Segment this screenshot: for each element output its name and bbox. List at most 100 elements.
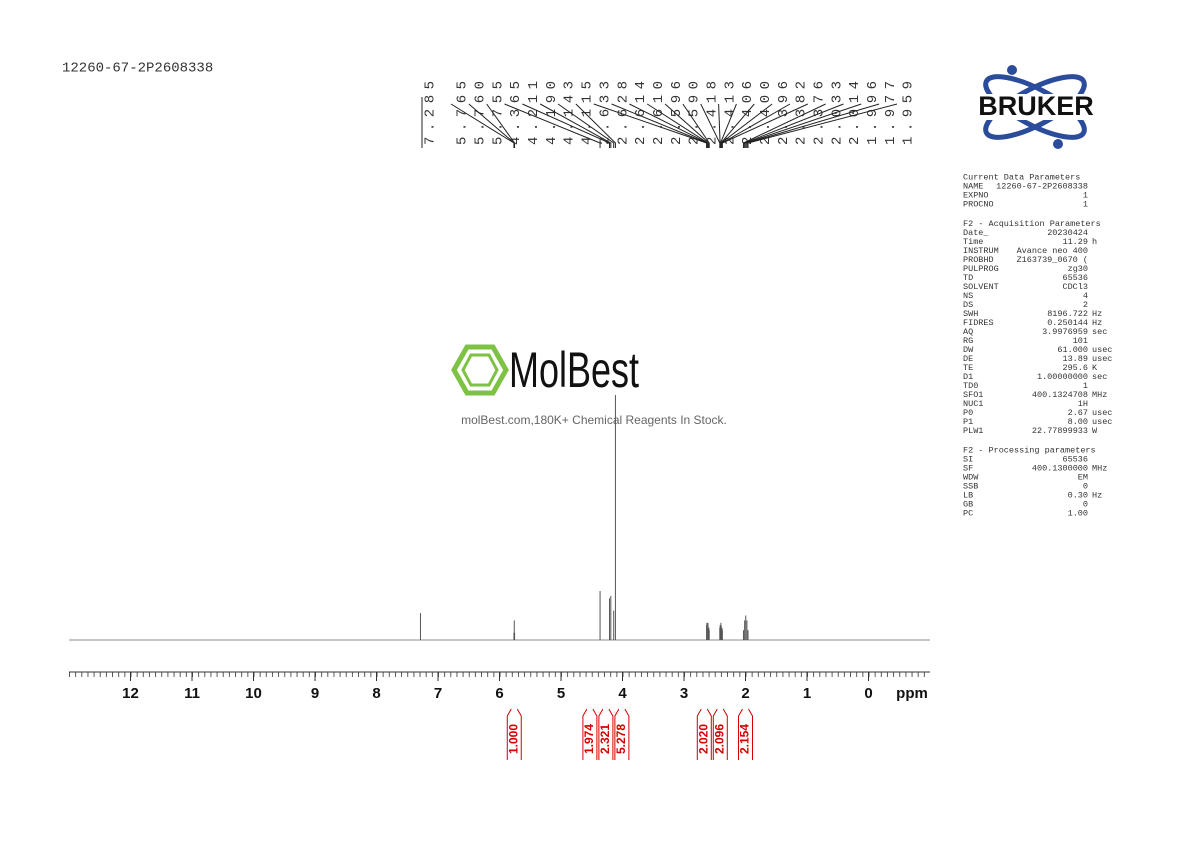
param-key: FIDRES (963, 318, 994, 328)
param-key: D1 (963, 372, 973, 382)
x-tick-label: 12 (122, 685, 139, 702)
param-value: 13.89 (1062, 354, 1088, 364)
param-key: Time (963, 237, 983, 247)
peak-label: 4.115 (580, 75, 596, 145)
peak-label: 2.033 (829, 75, 845, 145)
param-key: GB (963, 499, 973, 509)
param-key: TD0 (963, 381, 978, 391)
integral-label: 1.974 (582, 724, 596, 754)
param-unit: K (1092, 363, 1098, 373)
param-value: 1 (1083, 199, 1088, 209)
integral-bracket (696, 708, 712, 760)
param-value: zg30 (1068, 264, 1088, 274)
param-unit: Hz (1092, 309, 1102, 319)
param-key: TD (963, 273, 973, 283)
param-key: SI (963, 454, 973, 464)
param-value: 400.1300000 (1032, 463, 1088, 473)
param-value: 101 (1073, 336, 1088, 346)
param-value: 22.77899933 (1032, 426, 1088, 436)
peak-label: 2.418 (704, 75, 720, 145)
x-tick-label: 5 (557, 685, 565, 702)
peak-label: 7.285 (423, 75, 439, 145)
x-tick-label: 2 (741, 685, 749, 702)
param-value: Z163739_0670 ( (1017, 255, 1088, 265)
watermark-brand: MolBest (509, 344, 639, 399)
param-value: 0.30 (1068, 490, 1088, 500)
peak-leader (721, 103, 809, 148)
param-key: P1 (963, 417, 973, 427)
param-value: Avance neo 400 (1017, 246, 1088, 256)
param-key: LB (963, 490, 973, 500)
param-key: RG (963, 336, 973, 346)
x-tick-label: 11 (184, 685, 200, 702)
peak-label: 2.596 (669, 75, 685, 145)
param-key: SWH (963, 309, 978, 319)
param-value: 1H (1078, 399, 1088, 409)
param-value: 1 (1083, 190, 1088, 200)
integral-label: 2.020 (696, 724, 710, 754)
peak-label: 2.014 (847, 75, 863, 145)
x-axis-label: ppm (896, 685, 928, 702)
peak-label: 1.959 (901, 75, 917, 145)
param-key: NS (963, 291, 973, 301)
param-section-title: F2 - Acquisition Parameters (963, 219, 1101, 229)
param-key: WDW (963, 472, 979, 482)
param-unit: usec (1092, 354, 1112, 364)
peak-leader (720, 103, 773, 148)
param-unit: sec (1092, 327, 1107, 337)
x-tick-label: 10 (245, 685, 262, 702)
param-value: EM (1078, 472, 1088, 482)
param-unit: usec (1092, 408, 1112, 418)
param-value: 400.1324708 (1032, 390, 1088, 400)
integral-bracket (614, 708, 630, 760)
integral-bracket (582, 708, 598, 760)
param-unit: MHz (1092, 390, 1107, 400)
param-value: 4 (1083, 291, 1088, 301)
x-tick-label: 0 (864, 685, 872, 702)
peak-label: 5.765 (455, 75, 471, 145)
peak-label: 2.382 (794, 75, 810, 145)
param-key: PLW1 (963, 426, 983, 436)
peak-label: 4.365 (508, 75, 524, 145)
integral-label: 1.000 (506, 724, 520, 754)
param-value: 2 (1083, 300, 1088, 310)
param-unit: MHz (1092, 463, 1107, 473)
x-tick-label: 6 (495, 685, 503, 702)
param-value: 11.29 (1062, 237, 1088, 247)
peak-leader (682, 103, 710, 148)
x-tick-label: 4 (618, 685, 627, 702)
param-key: DE (963, 354, 973, 364)
param-value: 61.000 (1057, 345, 1088, 355)
param-unit: Hz (1092, 490, 1102, 500)
param-key: PULPROG (963, 264, 999, 274)
param-unit: h (1092, 237, 1097, 247)
x-tick-label: 9 (311, 685, 319, 702)
peak-label: 2.590 (687, 75, 703, 145)
logo: BRUKER (958, 65, 1114, 149)
param-value: 0.250144 (1047, 318, 1088, 328)
peak-leader (575, 103, 616, 148)
integral-bracket (712, 708, 728, 760)
peak-label: 2.628 (615, 75, 631, 145)
param-value: 1.00000000 (1037, 372, 1088, 382)
param-key: NAME (963, 181, 983, 191)
integral-label: 5.278 (614, 724, 628, 754)
integral-label: 2.154 (738, 724, 752, 754)
param-unit: usec (1092, 417, 1112, 427)
param-value: 1 (1083, 381, 1088, 391)
param-key: DW (963, 345, 974, 355)
peak-label: 2.633 (597, 75, 613, 145)
param-value: 8196.722 (1047, 309, 1088, 319)
x-tick-label: 7 (434, 685, 442, 702)
param-key: PROBHD (963, 255, 994, 265)
watermark: MolBest molBest.com,180K+ Chemical Reage… (451, 344, 727, 427)
peak-leader (747, 103, 898, 148)
peak-label: 2.396 (776, 75, 792, 145)
peak-label: 2.610 (651, 75, 667, 145)
param-unit: Hz (1092, 318, 1102, 328)
peak-leader (504, 103, 601, 148)
param-key: SOLVENT (963, 282, 999, 292)
param-key: EXPNO (963, 190, 989, 200)
param-unit: sec (1092, 372, 1107, 382)
